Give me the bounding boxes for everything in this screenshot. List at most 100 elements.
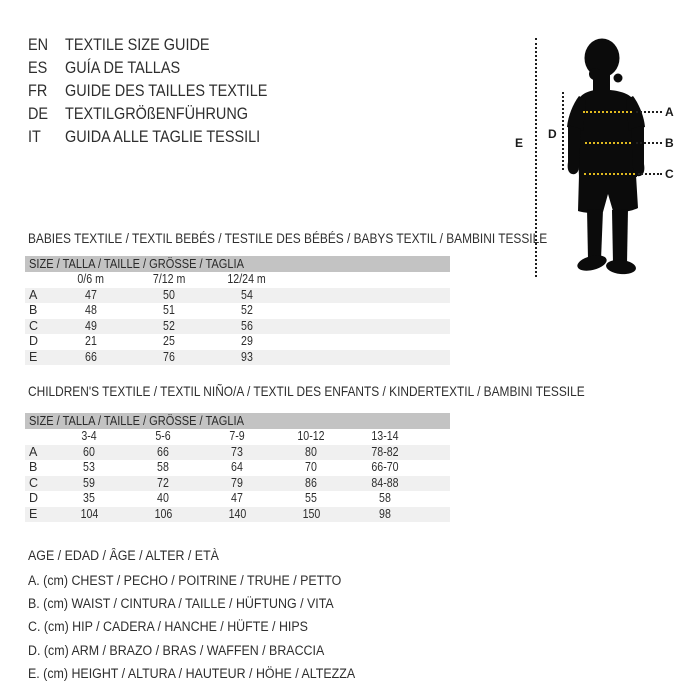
- measure-label-c: C: [665, 167, 674, 181]
- row-label: C: [29, 318, 39, 333]
- waist-leader-line: [636, 142, 662, 144]
- language-title: GUÍA DE TALLAS: [65, 58, 181, 77]
- cell-value: 58: [157, 460, 169, 474]
- babies-section-heading: BABIES TEXTILE / TEXTIL BEBÉS / TESTILE …: [28, 230, 548, 246]
- cell-value: 52: [163, 318, 175, 333]
- language-title: GUIDE DES TAILLES TEXTILE: [65, 81, 268, 100]
- cell-value: 76: [163, 349, 175, 364]
- language-code: FR: [28, 81, 48, 100]
- children-section-heading: CHILDREN'S TEXTILE / TEXTIL NIÑO/A / TEX…: [28, 383, 585, 399]
- cell-value: 52: [241, 303, 253, 317]
- row-label: A: [29, 287, 38, 302]
- language-row-de: DE TEXTILGRÖßENFÜHRUNG: [28, 102, 303, 125]
- language-title: TEXTILGRÖßENFÜHRUNG: [65, 104, 249, 123]
- babies-size-header-bar: SIZE / TALLA / TAILLE / GRÖSSE / TAGLIA: [25, 256, 450, 272]
- cell-value: 66: [85, 349, 97, 364]
- measure-label-b: B: [665, 136, 674, 150]
- cell-value: 70: [305, 460, 317, 474]
- table-row: C 49 52 56: [25, 318, 450, 334]
- children-size-header-bar: SIZE / TALLA / TAILLE / GRÖSSE / TAGLIA: [25, 413, 450, 429]
- row-label: B: [29, 303, 38, 317]
- cell-value: 50: [163, 287, 175, 302]
- cell-value: 73: [231, 444, 243, 459]
- column-header: 7-9: [229, 429, 245, 443]
- chest-leader-line: [636, 111, 662, 113]
- child-silhouette-image: [567, 38, 645, 275]
- cell-value: 66: [157, 444, 169, 459]
- language-title: TEXTILE SIZE GUIDE: [65, 35, 210, 54]
- measure-label-d: D: [548, 127, 557, 141]
- cell-value: 66-70: [371, 460, 399, 474]
- hip-measure-line: [584, 173, 635, 175]
- cell-value: 53: [83, 460, 95, 474]
- legend-item-hip: C. (cm) HIP / CADERA / HANCHE / HÜFTE / …: [28, 619, 308, 635]
- table-row: E 66 76 93: [25, 349, 450, 365]
- cell-value: 47: [231, 491, 243, 505]
- table-row: A 60 66 73 80 78-82: [25, 444, 450, 460]
- legend-item-height: E. (cm) HEIGHT / ALTURA / HAUTEUR / HÖHE…: [28, 665, 356, 681]
- cell-value: 29: [241, 334, 253, 348]
- column-header: 7/12 m: [152, 272, 186, 286]
- arm-measure-line: [562, 92, 564, 170]
- cell-value: 150: [302, 506, 320, 521]
- language-row-fr: FR GUIDE DES TAILLES TEXTILE: [28, 79, 303, 102]
- legend-item-chest: A. (cm) CHEST / PECHO / POITRINE / TRUHE…: [28, 573, 342, 588]
- cell-value: 86: [305, 475, 317, 490]
- table-row: A 47 50 54: [25, 287, 450, 303]
- cell-value: 84-88: [371, 475, 399, 490]
- cell-value: 35: [83, 491, 95, 505]
- column-header: 3-4: [81, 429, 97, 443]
- table-row: D 21 25 29: [25, 334, 450, 350]
- language-row-it: IT GUIDA ALLE TAGLIE TESSILI: [28, 125, 303, 148]
- language-list: EN TEXTILE SIZE GUIDE ES GUÍA DE TALLAS FR…: [28, 33, 303, 148]
- babies-size-table: SIZE / TALLA / TAILLE / GRÖSSE / TAGLIA …: [25, 256, 450, 365]
- cell-value: 80: [305, 444, 317, 459]
- cell-value: 47: [85, 287, 97, 302]
- language-code: DE: [28, 104, 49, 123]
- table-row: B 48 51 52: [25, 303, 450, 319]
- cell-value: 72: [157, 475, 169, 490]
- cell-value: 40: [157, 491, 169, 505]
- row-label: B: [29, 460, 38, 474]
- children-column-header-row: 3-4 5-6 7-9 10-12 13-14: [25, 429, 450, 445]
- table-row: D 35 40 47 55 58: [25, 491, 450, 507]
- waist-measure-line: [585, 142, 631, 144]
- cell-value: 140: [228, 506, 246, 521]
- cell-value: 98: [379, 506, 391, 521]
- cell-value: 54: [241, 287, 253, 302]
- language-code: EN: [28, 35, 49, 54]
- cell-value: 58: [379, 491, 391, 505]
- language-row-es: ES GUÍA DE TALLAS: [28, 56, 303, 79]
- legend-item-waist: B. (cm) WAIST / CINTURA / TAILLE / HÜFTU…: [28, 596, 334, 612]
- table-row: E 104 106 140 150 98: [25, 506, 450, 522]
- measurement-legend: A. (cm) CHEST / PECHO / POITRINE / TRUHE…: [28, 569, 384, 685]
- table-row: C 59 72 79 86 84-88: [25, 475, 450, 491]
- cell-value: 64: [231, 460, 243, 474]
- row-label: D: [29, 491, 39, 505]
- hip-leader-line: [638, 173, 662, 175]
- cell-value: 25: [163, 334, 175, 348]
- row-label: C: [29, 475, 39, 490]
- cell-value: 55: [305, 491, 317, 505]
- cell-value: 59: [83, 475, 95, 490]
- cell-value: 78-82: [371, 444, 399, 459]
- cell-value: 51: [163, 303, 175, 317]
- children-size-table: SIZE / TALLA / TAILLE / GRÖSSE / TAGLIA …: [25, 413, 450, 522]
- language-row-en: EN TEXTILE SIZE GUIDE: [28, 33, 303, 56]
- table-row: B 53 58 64 70 66-70: [25, 460, 450, 476]
- age-heading: AGE / EDAD / ÂGE / ALTER / ETÀ: [28, 548, 219, 563]
- column-header: 10-12: [297, 429, 325, 443]
- legend-item-arm: D. (cm) ARM / BRAZO / BRAS / WAFFEN / BR…: [28, 642, 325, 658]
- language-code: IT: [28, 127, 41, 146]
- height-measure-line: [535, 38, 537, 277]
- cell-value: 48: [85, 303, 97, 317]
- cell-value: 79: [231, 475, 243, 490]
- cell-value: 60: [83, 444, 95, 459]
- column-header: 0/6 m: [77, 272, 105, 286]
- language-code: ES: [28, 58, 48, 77]
- babies-column-header-row: 0/6 m 7/12 m 12/24 m: [25, 272, 450, 288]
- row-label: E: [29, 349, 38, 364]
- cell-value: 49: [85, 318, 97, 333]
- cell-value: 56: [241, 318, 253, 333]
- column-header: 5-6: [155, 429, 171, 443]
